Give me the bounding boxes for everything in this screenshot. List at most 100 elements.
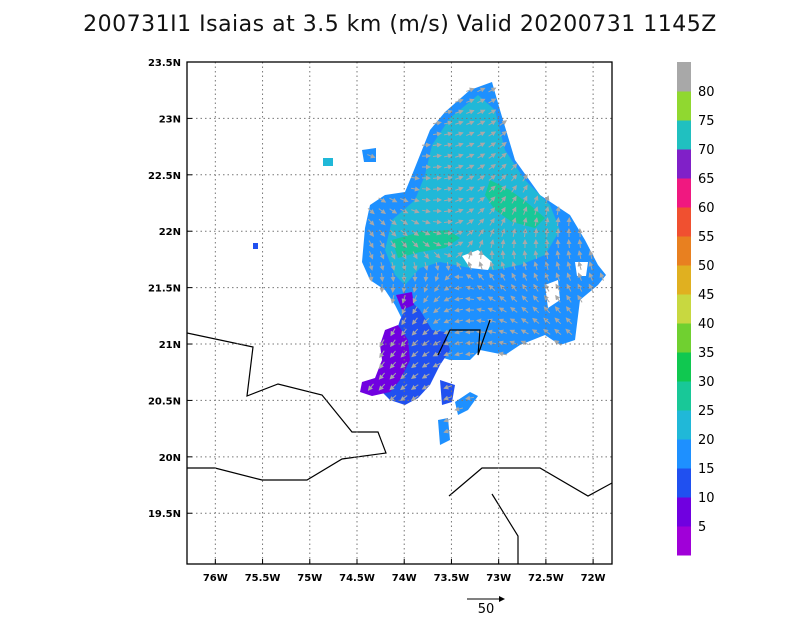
wind-vector <box>544 250 550 260</box>
wind-vector <box>423 262 429 271</box>
wind-vector <box>500 228 506 237</box>
wind-vector <box>577 239 583 249</box>
wind-vector <box>411 328 419 336</box>
wind-vector <box>455 142 464 148</box>
wind-vector <box>532 317 540 324</box>
wind-vector <box>499 120 508 126</box>
wind-vector <box>432 131 442 137</box>
wind-vector <box>421 351 430 357</box>
wind-vector <box>444 252 453 258</box>
wind-vector <box>421 362 430 368</box>
wind-vector <box>488 284 496 292</box>
wind-vector <box>454 351 463 357</box>
wind-vector <box>543 317 551 325</box>
wind-vector <box>565 328 573 336</box>
wind-vector <box>379 350 385 359</box>
wind-vector <box>544 261 550 270</box>
colorbar: 5 10 15 20 25 30 35 40 45 50 55 60 65 70 75 80 <box>677 62 715 556</box>
wind-vector <box>390 262 396 271</box>
wind-vector <box>588 261 594 270</box>
wind-vector <box>553 340 562 346</box>
lat-tick-label: 22.5N <box>148 171 181 182</box>
wind-vector <box>533 195 539 204</box>
wind-vector <box>389 208 398 214</box>
wind-vector <box>500 261 506 270</box>
wind-vector <box>543 328 551 335</box>
wind-vector <box>379 251 385 260</box>
wind-vector <box>466 120 475 126</box>
colorbar-label: 40 <box>698 317 715 332</box>
wind-vector <box>467 261 473 270</box>
wind-vector <box>444 153 453 159</box>
wind-vector <box>443 318 452 324</box>
wind-vector <box>421 197 431 203</box>
coastline-cuba <box>187 332 387 481</box>
wind-vector <box>367 218 375 226</box>
wind-vector <box>477 153 486 159</box>
wind-vector <box>566 294 572 303</box>
wind-vector <box>390 251 396 260</box>
wind-vector <box>379 339 385 348</box>
wind-vector <box>411 351 419 358</box>
lat-tick-label: 21.5N <box>148 284 181 295</box>
colorbar-segment <box>677 62 691 92</box>
wind-vector <box>400 197 409 203</box>
wind-vector <box>455 131 464 137</box>
wind-vector <box>443 219 453 225</box>
wind-vector <box>500 239 506 249</box>
wind-vector <box>465 340 475 346</box>
wind-vector <box>566 217 572 227</box>
wind-vector <box>554 317 562 325</box>
colorbar-label: 45 <box>698 288 715 303</box>
wind-vector <box>498 329 507 335</box>
wind-vector <box>390 339 396 348</box>
wind-vector <box>511 174 518 182</box>
wind-vector <box>400 219 409 225</box>
wind-vector <box>489 261 495 270</box>
wind-vector <box>410 373 419 379</box>
wind-vector <box>400 395 408 402</box>
wind-vector <box>454 318 464 324</box>
chart-title: 200731I1 Isaias at 3.5 km (m/s) Valid 20… <box>83 12 717 37</box>
wind-vector <box>389 229 397 237</box>
wind-vector <box>443 208 453 214</box>
wind-vector <box>510 295 518 303</box>
wind-vector <box>477 207 485 215</box>
wind-vector <box>379 272 385 282</box>
wind-vector <box>400 339 407 347</box>
wind-vector <box>477 87 486 93</box>
wind-region-band-2 <box>440 380 455 405</box>
wind-vector <box>434 262 440 271</box>
wind-vector <box>488 153 497 159</box>
wind-vector <box>588 283 594 292</box>
lon-tick-label: 75W <box>297 573 322 584</box>
wind-vector <box>433 251 441 259</box>
wind-vector <box>478 239 484 248</box>
wind-vector <box>499 295 507 302</box>
lon-tick-label: 74.5W <box>339 573 375 584</box>
wind-vector <box>511 272 517 281</box>
wind-vector <box>390 272 396 282</box>
wind-vector <box>544 206 550 215</box>
wind-vector <box>443 164 453 170</box>
wind-vector <box>389 383 397 391</box>
wind-vector <box>577 294 583 303</box>
colorbar-label: 5 <box>698 520 706 535</box>
wind-vector <box>588 272 594 281</box>
wind-vector <box>467 240 474 248</box>
wind-vector <box>378 372 385 380</box>
coastline-haiti <box>491 493 519 564</box>
wind-vector <box>379 262 385 271</box>
wind-vector <box>500 217 506 226</box>
colorbar-segment <box>677 294 691 324</box>
wind-vector <box>443 186 453 192</box>
wind-vector <box>432 120 442 126</box>
wind-vector <box>520 318 529 324</box>
wind-vector <box>543 306 551 314</box>
colorbar-segment <box>677 410 691 440</box>
wind-region-south-purple <box>360 325 410 396</box>
wind-vector <box>533 272 539 281</box>
colorbar-label: 20 <box>698 433 715 448</box>
lon-tick-label: 76W <box>203 573 228 584</box>
wind-vector <box>489 207 496 215</box>
